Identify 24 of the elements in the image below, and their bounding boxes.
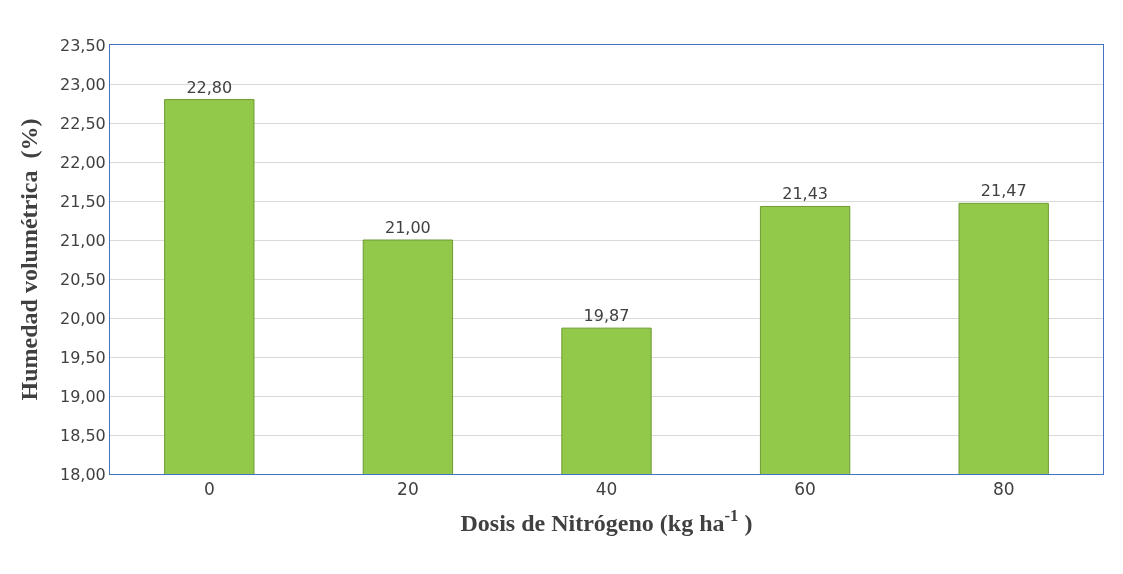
y-axis-title: Humedad volumétrica (%)	[16, 118, 43, 401]
y-tick-label: 20,00	[59, 308, 106, 328]
y-tick-label: 18,50	[59, 425, 106, 445]
y-tick-label: 23,00	[59, 74, 106, 94]
data-label: 22,80	[186, 77, 233, 97]
y-tick-label: 23,50	[59, 35, 106, 55]
x-tick-label: 80	[992, 479, 1015, 500]
y-tick-label: 22,00	[59, 152, 106, 172]
y-tick-label: 21,00	[59, 230, 106, 250]
data-label: 21,00	[384, 218, 431, 237]
y-tick-label: 19,50	[59, 347, 106, 367]
x-tick-label: 20	[397, 479, 419, 500]
y-tick-label: 19,00	[59, 386, 106, 406]
x-axis-title: Dosis de Nitrógeno (kg ha$^{-1}$ )	[460, 505, 753, 536]
data-label: 21,43	[782, 184, 829, 204]
x-tick-label: 0	[203, 479, 215, 500]
y-tick-label: 21,50	[59, 191, 106, 211]
data-label: 19,87	[583, 306, 630, 326]
x-tick-label: 40	[595, 479, 618, 500]
x-tick-label: 60	[794, 479, 816, 500]
y-tick-label: 22,50	[59, 113, 106, 133]
y-tick-label: 18,00	[59, 464, 106, 484]
data-label: 21,47	[980, 181, 1027, 201]
y-tick-label: 20,50	[59, 269, 106, 289]
